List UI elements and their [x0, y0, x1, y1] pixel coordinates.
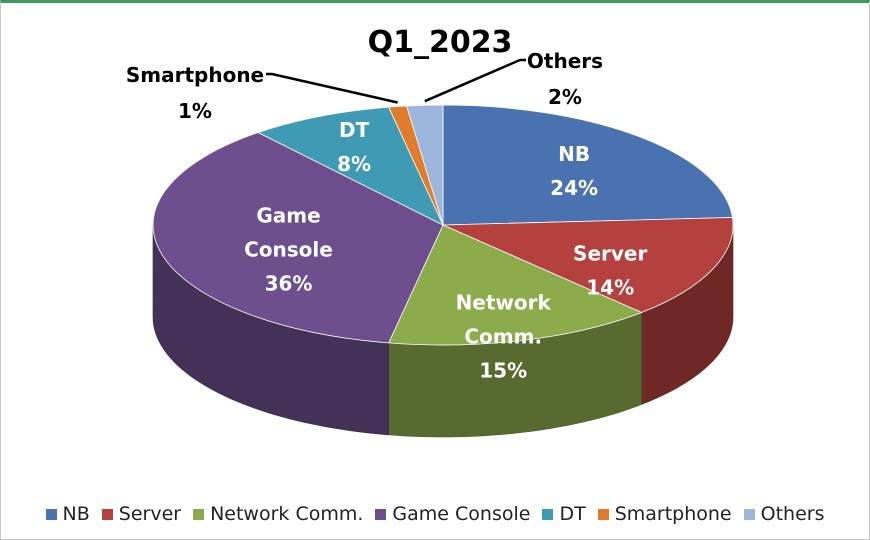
legend-item-nb: NB: [45, 503, 90, 525]
slice-label-dt-name: DT: [339, 118, 370, 142]
slice-label-others-name: Others: [527, 49, 603, 73]
legend-swatch-others: [743, 508, 755, 520]
legend-label-server: Server: [118, 503, 182, 525]
pie-chart: Q1_2023 NB 24% Server 14% Network Comm. 15% Gam…: [126, 25, 734, 438]
slice-label-game-console-value: 36%: [265, 271, 313, 295]
legend-label-game-console: Game Console: [392, 503, 531, 525]
legend-item-game-console: Game Console: [375, 503, 530, 525]
legend-item-others: Others: [743, 503, 825, 525]
legend-label-smartphone: Smartphone: [614, 503, 732, 525]
chart-title: Q1_2023: [368, 25, 513, 60]
leader-line-others: [424, 58, 526, 103]
pie-slice-others: [406, 104, 444, 226]
legend-swatch-dt: [542, 508, 554, 520]
slice-label-nb-name: NB: [558, 142, 590, 166]
pie-slice-server: [442, 217, 734, 313]
slice-label-game-console-name: Console: [244, 237, 333, 261]
pie-slice-dt: [257, 106, 444, 226]
legend-item-smartphone: Smartphone: [597, 503, 732, 525]
slice-label-smartphone-name: Smartphone: [126, 63, 264, 87]
chart-legend: NB Server Network Comm. Game Console DT Smart…: [0, 500, 870, 528]
legend-label-dt: DT: [559, 503, 586, 525]
slice-label-game-console-name: Game: [256, 203, 320, 227]
slice-label-network-comm-value: 15%: [479, 358, 527, 382]
legend-label-network-comm: Network Comm.: [210, 503, 364, 525]
slice-label-network-comm-name: Network: [456, 290, 552, 314]
legend-swatch-nb: [45, 508, 57, 520]
legend-item-network-comm: Network Comm.: [193, 503, 363, 525]
legend-item-server: Server: [101, 503, 182, 525]
legend-swatch-server: [101, 508, 113, 520]
leader-line-smartphone: [266, 72, 398, 104]
pie-slice-game-console: [152, 132, 444, 344]
legend-label-others: Others: [760, 503, 825, 525]
legend-swatch-smartphone: [597, 508, 609, 520]
slice-label-network-comm-name: Comm.: [464, 324, 542, 348]
pie-slice-nb: [442, 104, 733, 226]
slice-label-nb-value: 24%: [550, 176, 598, 200]
slice-label-smartphone-value: 1%: [178, 99, 212, 123]
slice-label-server-value: 14%: [586, 275, 634, 299]
legend-item-dt: DT: [542, 503, 586, 525]
pie-slice-network-comm: [388, 224, 643, 346]
legend-swatch-game-console: [375, 508, 387, 520]
slice-label-others-value: 2%: [548, 85, 582, 109]
slice-label-server-name: Server: [573, 241, 647, 265]
legend-swatch-network-comm: [193, 508, 205, 520]
legend-label-nb: NB: [62, 503, 90, 525]
slice-label-dt-value: 8%: [337, 152, 371, 176]
